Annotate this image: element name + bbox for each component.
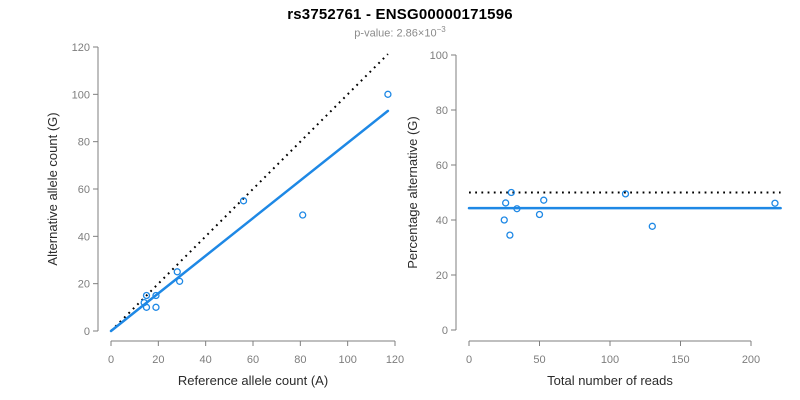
- y-tick-label: 80: [78, 137, 90, 149]
- data-point: [239, 197, 248, 205]
- data-point: [299, 211, 307, 219]
- x-tick-label: 40: [200, 354, 212, 366]
- y-tick-label: 0: [84, 326, 90, 338]
- data-point: [502, 199, 510, 207]
- data-point: [175, 277, 184, 285]
- y-tick-label: 60: [78, 184, 90, 196]
- data-point: [506, 231, 514, 239]
- y-tick-label: 100: [72, 89, 90, 101]
- x-tick-label: 0: [108, 354, 114, 366]
- fit-line: [109, 109, 390, 333]
- y-tick-label: 20: [436, 270, 448, 282]
- data-point: [152, 291, 160, 300]
- data-point: [152, 303, 160, 311]
- p-value-text: p-value: 2.86×10: [354, 27, 437, 40]
- x-tick-label: 100: [338, 354, 356, 366]
- y-tick-label: 40: [436, 215, 448, 227]
- data-point: [507, 188, 515, 197]
- y-tick-label: 40: [78, 231, 90, 243]
- data-point: [535, 210, 544, 219]
- x-tick-label: 80: [294, 354, 306, 366]
- y-tick-label: 100: [430, 50, 448, 62]
- data-point: [142, 303, 151, 311]
- x-tick-label: 20: [152, 354, 164, 366]
- x-tick-label: 0: [466, 354, 472, 366]
- data-point: [648, 222, 656, 230]
- data-point: [771, 199, 779, 207]
- data-point: [540, 196, 548, 204]
- y-tick-label: 80: [436, 105, 448, 117]
- x-tick-label: 120: [386, 354, 404, 366]
- x-tick-label: 100: [601, 354, 619, 366]
- x-axis-title: Reference allele count (A): [178, 373, 328, 388]
- x-axis-title: Total number of reads: [547, 373, 673, 388]
- y-axis-title: Alternative allele count (G): [45, 112, 60, 265]
- data-point: [621, 190, 630, 198]
- data-point: [500, 216, 508, 224]
- percentage-vs-reads-scatter: 0 20 40 60 80 100 0 50 100 150 200 Total number of …: [405, 50, 782, 388]
- x-tick-label: 60: [247, 354, 259, 366]
- y-tick-label: 60: [436, 160, 448, 172]
- figure-subtitle: p-value: 2.86×10−3: [0, 25, 800, 40]
- figure-title: rs3752761 - ENSG00000171596: [287, 6, 513, 23]
- data-point: [513, 205, 521, 213]
- identity-line: [110, 53, 389, 332]
- y-tick-label: 20: [78, 279, 90, 291]
- data-point: [173, 268, 181, 276]
- data-point: [384, 90, 392, 98]
- data-point: [142, 291, 151, 300]
- y-axis-title: Percentage alternative (G): [405, 116, 420, 268]
- x-tick-label: 200: [742, 354, 760, 366]
- y-tick-label: 120: [72, 42, 90, 54]
- allele-counts-scatter: 0 20 40 60 80 100 120 0 20 40 60 80 100 120 Reference …: [45, 42, 404, 388]
- x-tick-label: 50: [533, 354, 545, 366]
- x-tick-label: 150: [671, 354, 689, 366]
- y-tick-label: 0: [442, 325, 448, 337]
- p-value-exponent: −3: [436, 25, 446, 34]
